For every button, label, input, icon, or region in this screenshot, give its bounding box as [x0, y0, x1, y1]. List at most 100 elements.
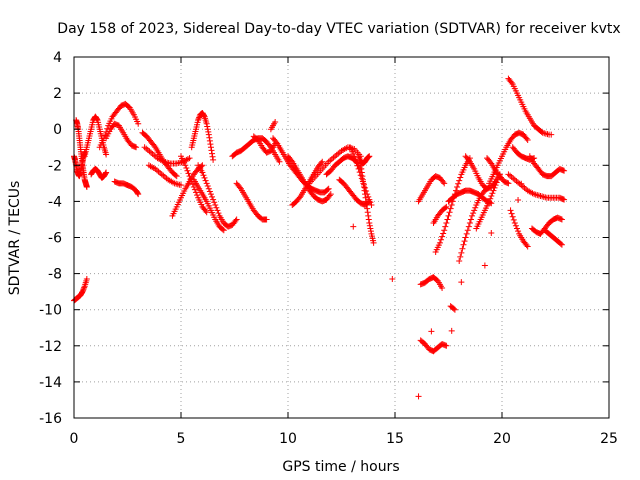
point-s14-1 — [199, 169, 209, 184]
point-s41-3 — [518, 99, 528, 112]
x-tick-label-1: 5 — [177, 431, 186, 447]
point-s22-1 — [293, 194, 303, 205]
y-tick-label-0: -16 — [39, 411, 62, 427]
chart-title: Day 158 of 2023, Sidereal Day-to-day VTE… — [57, 21, 620, 37]
point-s32-3 — [443, 203, 450, 210]
point-s12-0 — [169, 206, 179, 219]
x-tick-label-0: 0 — [70, 431, 79, 447]
point-s33-3 — [445, 202, 455, 219]
y-tick-labels: -16 -14 -12 -10 -8 -6 -4 -2 0 2 4 — [39, 50, 62, 427]
point-s38-2 — [481, 200, 492, 214]
y-tick-label-10: 4 — [53, 50, 62, 66]
point-s31-0 — [417, 337, 427, 347]
point-s18-7 — [263, 216, 270, 223]
point-s32-0 — [430, 214, 440, 227]
point-s4-5 — [92, 113, 101, 123]
point-s7-4 — [120, 129, 130, 142]
point-s9-8 — [173, 173, 180, 180]
point-s9-3 — [152, 144, 162, 156]
point-s21-0 — [285, 153, 295, 164]
point-s6-2 — [105, 115, 115, 129]
point-s13-10 — [210, 156, 217, 163]
point-s4-7 — [96, 126, 105, 139]
point-s21-1 — [289, 158, 299, 171]
point-s7-6 — [128, 142, 138, 150]
point-s29-1 — [419, 185, 430, 198]
point-s16-1 — [182, 162, 192, 177]
point-s15-3 — [203, 198, 213, 212]
point-s22-0 — [289, 199, 299, 209]
point-s39-4 — [501, 178, 511, 186]
point-s43-4 — [524, 243, 531, 250]
point-s14-9 — [233, 216, 240, 223]
point-s30-1 — [421, 276, 432, 286]
x-axis-title: GPS time / hours — [282, 459, 399, 475]
point-s48-1 — [458, 131, 555, 286]
point-s11-4 — [171, 180, 183, 188]
point-s4-2 — [85, 128, 94, 142]
point-s38-3 — [486, 190, 496, 205]
point-s18-1 — [237, 185, 248, 198]
point-s48-2 — [311, 171, 435, 335]
point-s19-4 — [267, 142, 278, 154]
point-s17-10 — [272, 151, 282, 163]
point-s2-10 — [83, 183, 90, 190]
point-s21-9 — [323, 192, 333, 203]
point-s13-9 — [207, 144, 216, 160]
data-points — [71, 75, 568, 400]
point-s36-0 — [456, 245, 466, 264]
point-s41-4 — [522, 108, 532, 120]
point-s4-1 — [83, 137, 92, 151]
point-s21-2 — [293, 165, 303, 178]
axis-ticks — [73, 56, 610, 419]
point-s15-4 — [207, 207, 218, 221]
point-s27-6 — [370, 239, 377, 246]
point-s16-4 — [195, 194, 205, 208]
point-s7-3 — [115, 122, 126, 135]
point-s9-1 — [143, 133, 153, 144]
point-s40-3 — [499, 146, 509, 160]
point-s16-5 — [199, 203, 209, 214]
point-s25-0 — [336, 176, 346, 186]
point-s26-2 — [355, 165, 365, 182]
point-s43-1 — [511, 220, 522, 235]
point-s15-6 — [216, 223, 226, 233]
point-s4-3 — [88, 119, 96, 133]
point-s7-7 — [133, 144, 140, 151]
point-s33-2 — [441, 216, 451, 234]
point-s27-3 — [364, 205, 372, 223]
point-s6-8 — [130, 111, 141, 125]
x-tick-label-5: 25 — [600, 431, 618, 447]
point-s38-0 — [473, 218, 483, 232]
point-s48-0 — [415, 197, 522, 400]
point-s9-2 — [148, 138, 158, 149]
point-s11-2 — [158, 171, 170, 182]
point-s38-5 — [494, 176, 501, 183]
point-s4-9 — [100, 144, 109, 156]
point-s33-6 — [458, 164, 468, 178]
point-s12-2 — [178, 188, 188, 201]
point-s15-0 — [190, 176, 201, 189]
point-s37-3 — [475, 174, 485, 187]
point-s6-6 — [122, 100, 132, 110]
point-s27-1 — [359, 176, 368, 194]
point-s35-6 — [471, 189, 481, 197]
point-s6-0 — [96, 137, 106, 151]
point-s40-4 — [503, 138, 513, 151]
point-s29-0 — [415, 192, 425, 205]
point-s14-5 — [216, 212, 226, 225]
point-s22-7 — [319, 158, 326, 165]
point-s36-4 — [473, 195, 483, 209]
point-s4-0 — [81, 146, 90, 160]
y-tick-label-7: -2 — [48, 158, 62, 174]
y-tick-label-6: -4 — [48, 194, 62, 210]
point-s41-1 — [509, 81, 519, 94]
point-s27-2 — [362, 191, 370, 209]
point-s14-2 — [203, 180, 213, 195]
point-s31-6 — [443, 342, 450, 349]
point-s3-3 — [77, 289, 86, 299]
point-s21-10 — [327, 191, 334, 198]
point-s41-5 — [526, 115, 537, 127]
point-s30-5 — [439, 285, 446, 292]
point-s2-3 — [76, 135, 84, 148]
